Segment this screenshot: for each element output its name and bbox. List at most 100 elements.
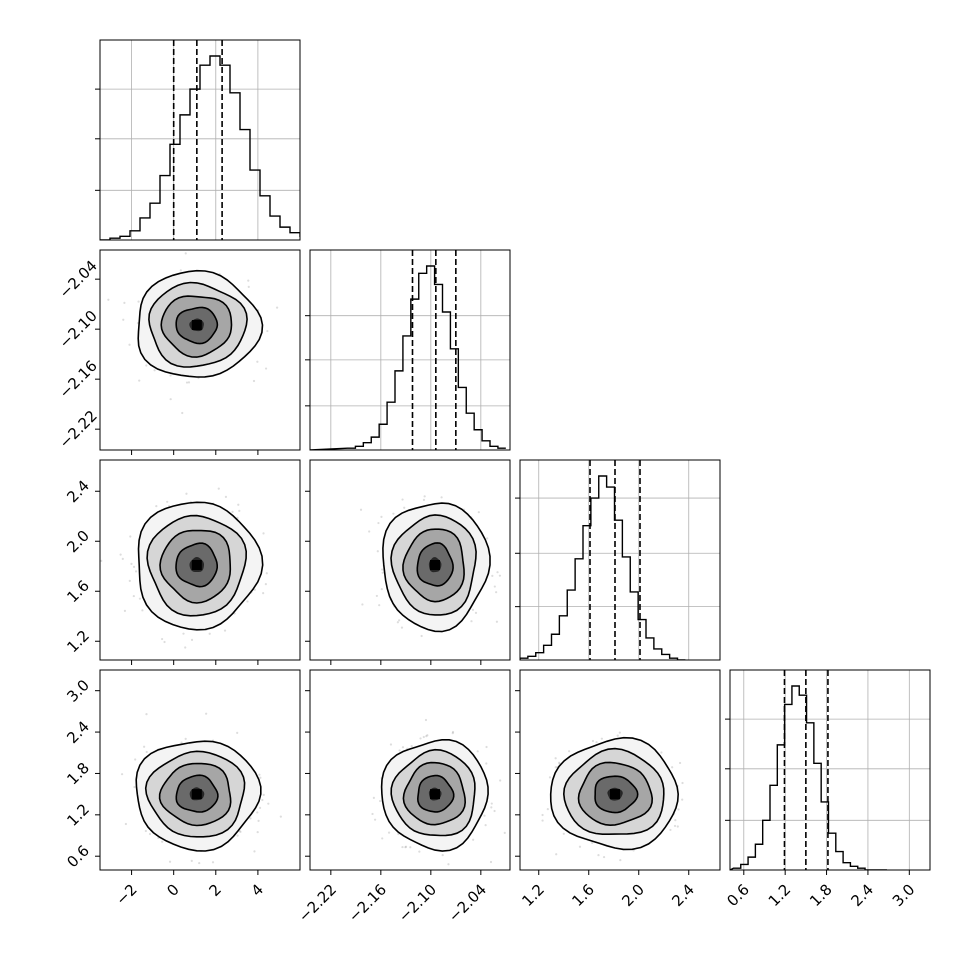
panel-frame: [309, 459, 511, 661]
sample-point: [381, 571, 384, 574]
panel-frame: [99, 459, 301, 661]
sample-point: [137, 300, 140, 303]
sample-point: [671, 766, 674, 769]
sample-point: [252, 379, 256, 383]
x-tick-label: 1.8: [806, 880, 836, 910]
sample-point: [375, 594, 378, 598]
sample-point: [265, 572, 268, 575]
x-tick-label: 1.2: [518, 880, 548, 910]
x-tick-label: 2.0: [618, 880, 648, 910]
density-peak: [191, 789, 202, 800]
sample-point: [368, 530, 371, 533]
x-tick-label: −2.22: [295, 880, 340, 925]
sample-point: [144, 829, 147, 833]
sample-point: [398, 749, 401, 752]
sample-point: [121, 557, 124, 561]
sample-point: [554, 766, 557, 769]
sample-point: [380, 588, 383, 591]
sample-point: [258, 806, 262, 809]
sample-point: [490, 806, 493, 809]
sample-point: [182, 632, 185, 635]
x-tick-label: −2.16: [345, 880, 390, 925]
sample-point: [503, 831, 506, 834]
sample-point: [677, 808, 680, 811]
sample-point: [123, 609, 127, 612]
sample-point: [181, 411, 184, 415]
sample-point: [678, 761, 682, 765]
sample-point: [258, 773, 261, 776]
sample-point: [496, 571, 499, 574]
sample-point: [483, 814, 486, 817]
sample-point: [262, 532, 265, 535]
sample-point: [377, 521, 380, 525]
sample-point: [107, 298, 110, 301]
sample-point: [211, 861, 215, 864]
sample-point: [134, 570, 138, 573]
x-tick-label: 0.6: [723, 880, 753, 910]
panel-frame: [99, 249, 301, 451]
sample-point: [253, 588, 256, 591]
sample-point: [378, 799, 382, 803]
sample-point: [541, 819, 544, 822]
panel-frame: [519, 669, 721, 871]
sample-point: [472, 838, 475, 841]
sample-point: [495, 591, 498, 594]
sample-point: [451, 730, 455, 734]
sample-point: [187, 381, 191, 384]
y-tick-label: 0.6: [63, 842, 93, 872]
sample-point: [474, 611, 478, 614]
density-peak: [430, 789, 440, 800]
sample-point: [425, 735, 428, 738]
sample-point: [485, 762, 488, 765]
sample-point: [600, 737, 603, 740]
sample-point: [681, 781, 684, 785]
sample-point: [208, 632, 211, 635]
sample-point: [470, 620, 473, 623]
sample-point: [371, 812, 374, 816]
sample-point: [231, 510, 234, 513]
histogram-p2: [520, 475, 686, 660]
sample-point: [266, 329, 269, 333]
sample-point: [128, 343, 131, 346]
x-tick-label: −2: [112, 880, 140, 908]
sample-point: [264, 583, 267, 586]
x-tick-label: 3.0: [889, 880, 919, 910]
sample-point: [279, 815, 282, 818]
sample-point: [145, 750, 148, 754]
x-tick-label: 0: [163, 880, 182, 899]
y-tick-label: 3.0: [63, 676, 93, 706]
sample-point: [145, 364, 148, 367]
histogram-p3: [730, 685, 887, 870]
sample-point: [578, 845, 582, 848]
sample-point: [401, 498, 404, 501]
sample-point: [401, 845, 404, 849]
sample-point: [546, 808, 549, 811]
sample-point: [259, 776, 262, 779]
sample-point: [275, 306, 279, 309]
panel-3-2: 1.2 1.6 2.0 2.4: [515, 669, 721, 910]
sample-point: [247, 285, 250, 288]
sample-point: [161, 637, 164, 641]
y-tick-label: −2.22: [56, 407, 101, 452]
sample-point: [498, 574, 502, 577]
sample-point: [184, 252, 187, 255]
sample-point: [451, 732, 454, 735]
panel-0-0: [95, 39, 301, 241]
sample-point: [378, 604, 381, 607]
sample-point: [602, 855, 606, 859]
sample-point: [597, 854, 600, 857]
sample-point: [100, 559, 103, 562]
sample-point: [184, 737, 187, 740]
sample-point: [134, 758, 137, 761]
sample-point: [185, 492, 188, 495]
sample-point: [374, 818, 377, 821]
sample-point: [595, 741, 598, 744]
sample-point: [148, 832, 152, 836]
sample-point: [246, 600, 249, 603]
sample-point: [541, 813, 544, 817]
sample-point: [554, 757, 557, 760]
y-tick-label: 2.0: [63, 527, 93, 557]
sample-point: [145, 713, 148, 716]
sample-point: [128, 579, 131, 582]
